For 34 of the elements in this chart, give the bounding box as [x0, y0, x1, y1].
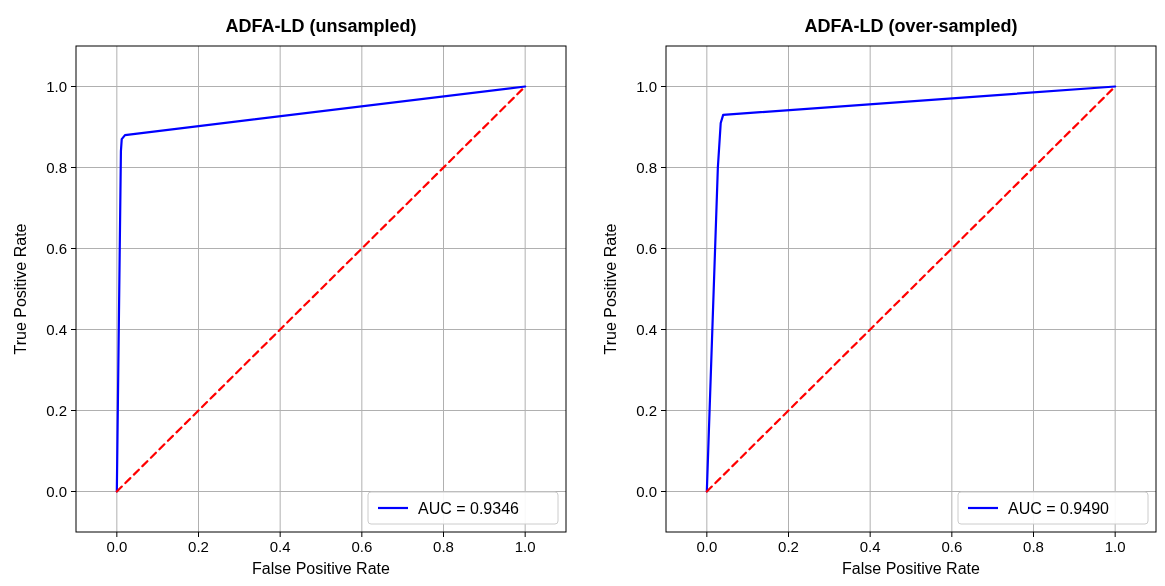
- legend-label: AUC = 0.9490: [1008, 499, 1110, 517]
- y-tick-label: 1.0: [46, 77, 67, 95]
- x-tick-label: 0.6: [351, 538, 373, 555]
- x-tick-label: 0.0: [106, 538, 128, 555]
- y-axis-title: True Positive Rate: [602, 223, 619, 355]
- x-tick-label: 0.2: [778, 538, 799, 555]
- y-tick-label: 0.8: [46, 158, 67, 176]
- x-tick-label: 0.4: [269, 538, 291, 555]
- x-axis-title: False Positive Rate: [842, 560, 981, 577]
- y-tick-label: 0.2: [46, 401, 67, 419]
- y-tick-label: 0.6: [636, 239, 657, 257]
- y-tick-label: 0.2: [636, 401, 657, 419]
- y-tick-label: 1.0: [636, 77, 657, 95]
- x-tick-label: 0.6: [941, 538, 963, 555]
- y-tick-label: 0.6: [46, 239, 67, 257]
- x-tick-label: 0.2: [188, 538, 209, 555]
- x-tick-label: 0.4: [859, 538, 881, 555]
- y-tick-label: 0.4: [46, 320, 67, 338]
- x-tick-label: 1.0: [514, 538, 536, 555]
- line-series: [705, 85, 1117, 493]
- chart-title: ADFA-LD (unsampled): [225, 16, 417, 36]
- y-tick-label: 0.0: [636, 482, 657, 500]
- x-tick-label: 0.8: [1023, 538, 1044, 555]
- y-axis-title: True Positive Rate: [12, 223, 29, 355]
- y-tick-label: 0.0: [46, 482, 67, 500]
- chart-title: ADFA-LD (over-sampled): [804, 16, 1018, 36]
- x-tick-label: 1.0: [1104, 538, 1126, 555]
- y-tick-label: 0.8: [636, 158, 657, 176]
- x-tick-label: 0.8: [433, 538, 454, 555]
- x-tick-label: 0.0: [696, 538, 718, 555]
- x-axis-title: False Positive Rate: [252, 560, 391, 577]
- y-tick-label: 0.4: [636, 320, 657, 338]
- line-series: [115, 85, 527, 493]
- legend-label: AUC = 0.9346: [418, 499, 520, 517]
